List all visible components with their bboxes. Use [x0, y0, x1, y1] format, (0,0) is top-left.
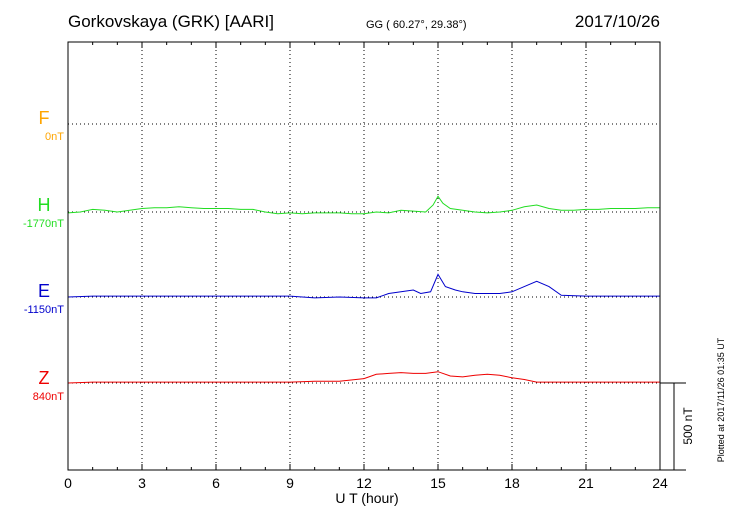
scale-bar: 500 nT: [660, 382, 695, 471]
channel-name-z: Z: [39, 368, 50, 388]
x-tick-label: 24: [652, 475, 668, 491]
date-label: 2017/10/26: [575, 12, 660, 31]
station-title: Gorkovskaya (GRK) [AARI]: [68, 12, 274, 31]
x-tick-label: 21: [578, 475, 594, 491]
grid-lines: [68, 42, 660, 470]
channel-name-h: H: [38, 195, 51, 215]
channel-baseline-e: -1150nT: [24, 304, 64, 316]
x-tick-label: 6: [212, 475, 220, 491]
x-tick-label: 0: [64, 475, 72, 491]
channel-baseline-h: -1770nT: [23, 218, 64, 230]
x-tick-label: 12: [356, 475, 372, 491]
x-tick-label: 15: [430, 475, 446, 491]
series-line-e: [67, 273, 660, 299]
channel-name-e: E: [38, 281, 50, 301]
channel-name-f: F: [39, 108, 50, 128]
series-line-h: [67, 195, 660, 215]
channel-labels: F 0nT H -1770nT E -1150nT Z 840nT: [23, 108, 64, 403]
plotted-note: Plotted at 2017/11/26 01:35 UT: [716, 337, 726, 462]
scale-label: 500 nT: [681, 407, 695, 445]
x-axis-label: U T (hour): [335, 490, 398, 506]
series-group: [67, 195, 660, 384]
channel-baseline-f: 0nT: [45, 131, 64, 143]
x-tick-label: 18: [504, 475, 520, 491]
x-tick-label: 9: [286, 475, 294, 491]
coordinates-label: GG ( 60.27°, 29.38°): [366, 19, 467, 31]
x-axis-ticks: 0 3 6 9 12 15 18 21 24: [64, 42, 668, 491]
series-line-z: [67, 371, 660, 384]
x-tick-label: 3: [138, 475, 146, 491]
channel-baseline-z: 840nT: [33, 391, 64, 403]
